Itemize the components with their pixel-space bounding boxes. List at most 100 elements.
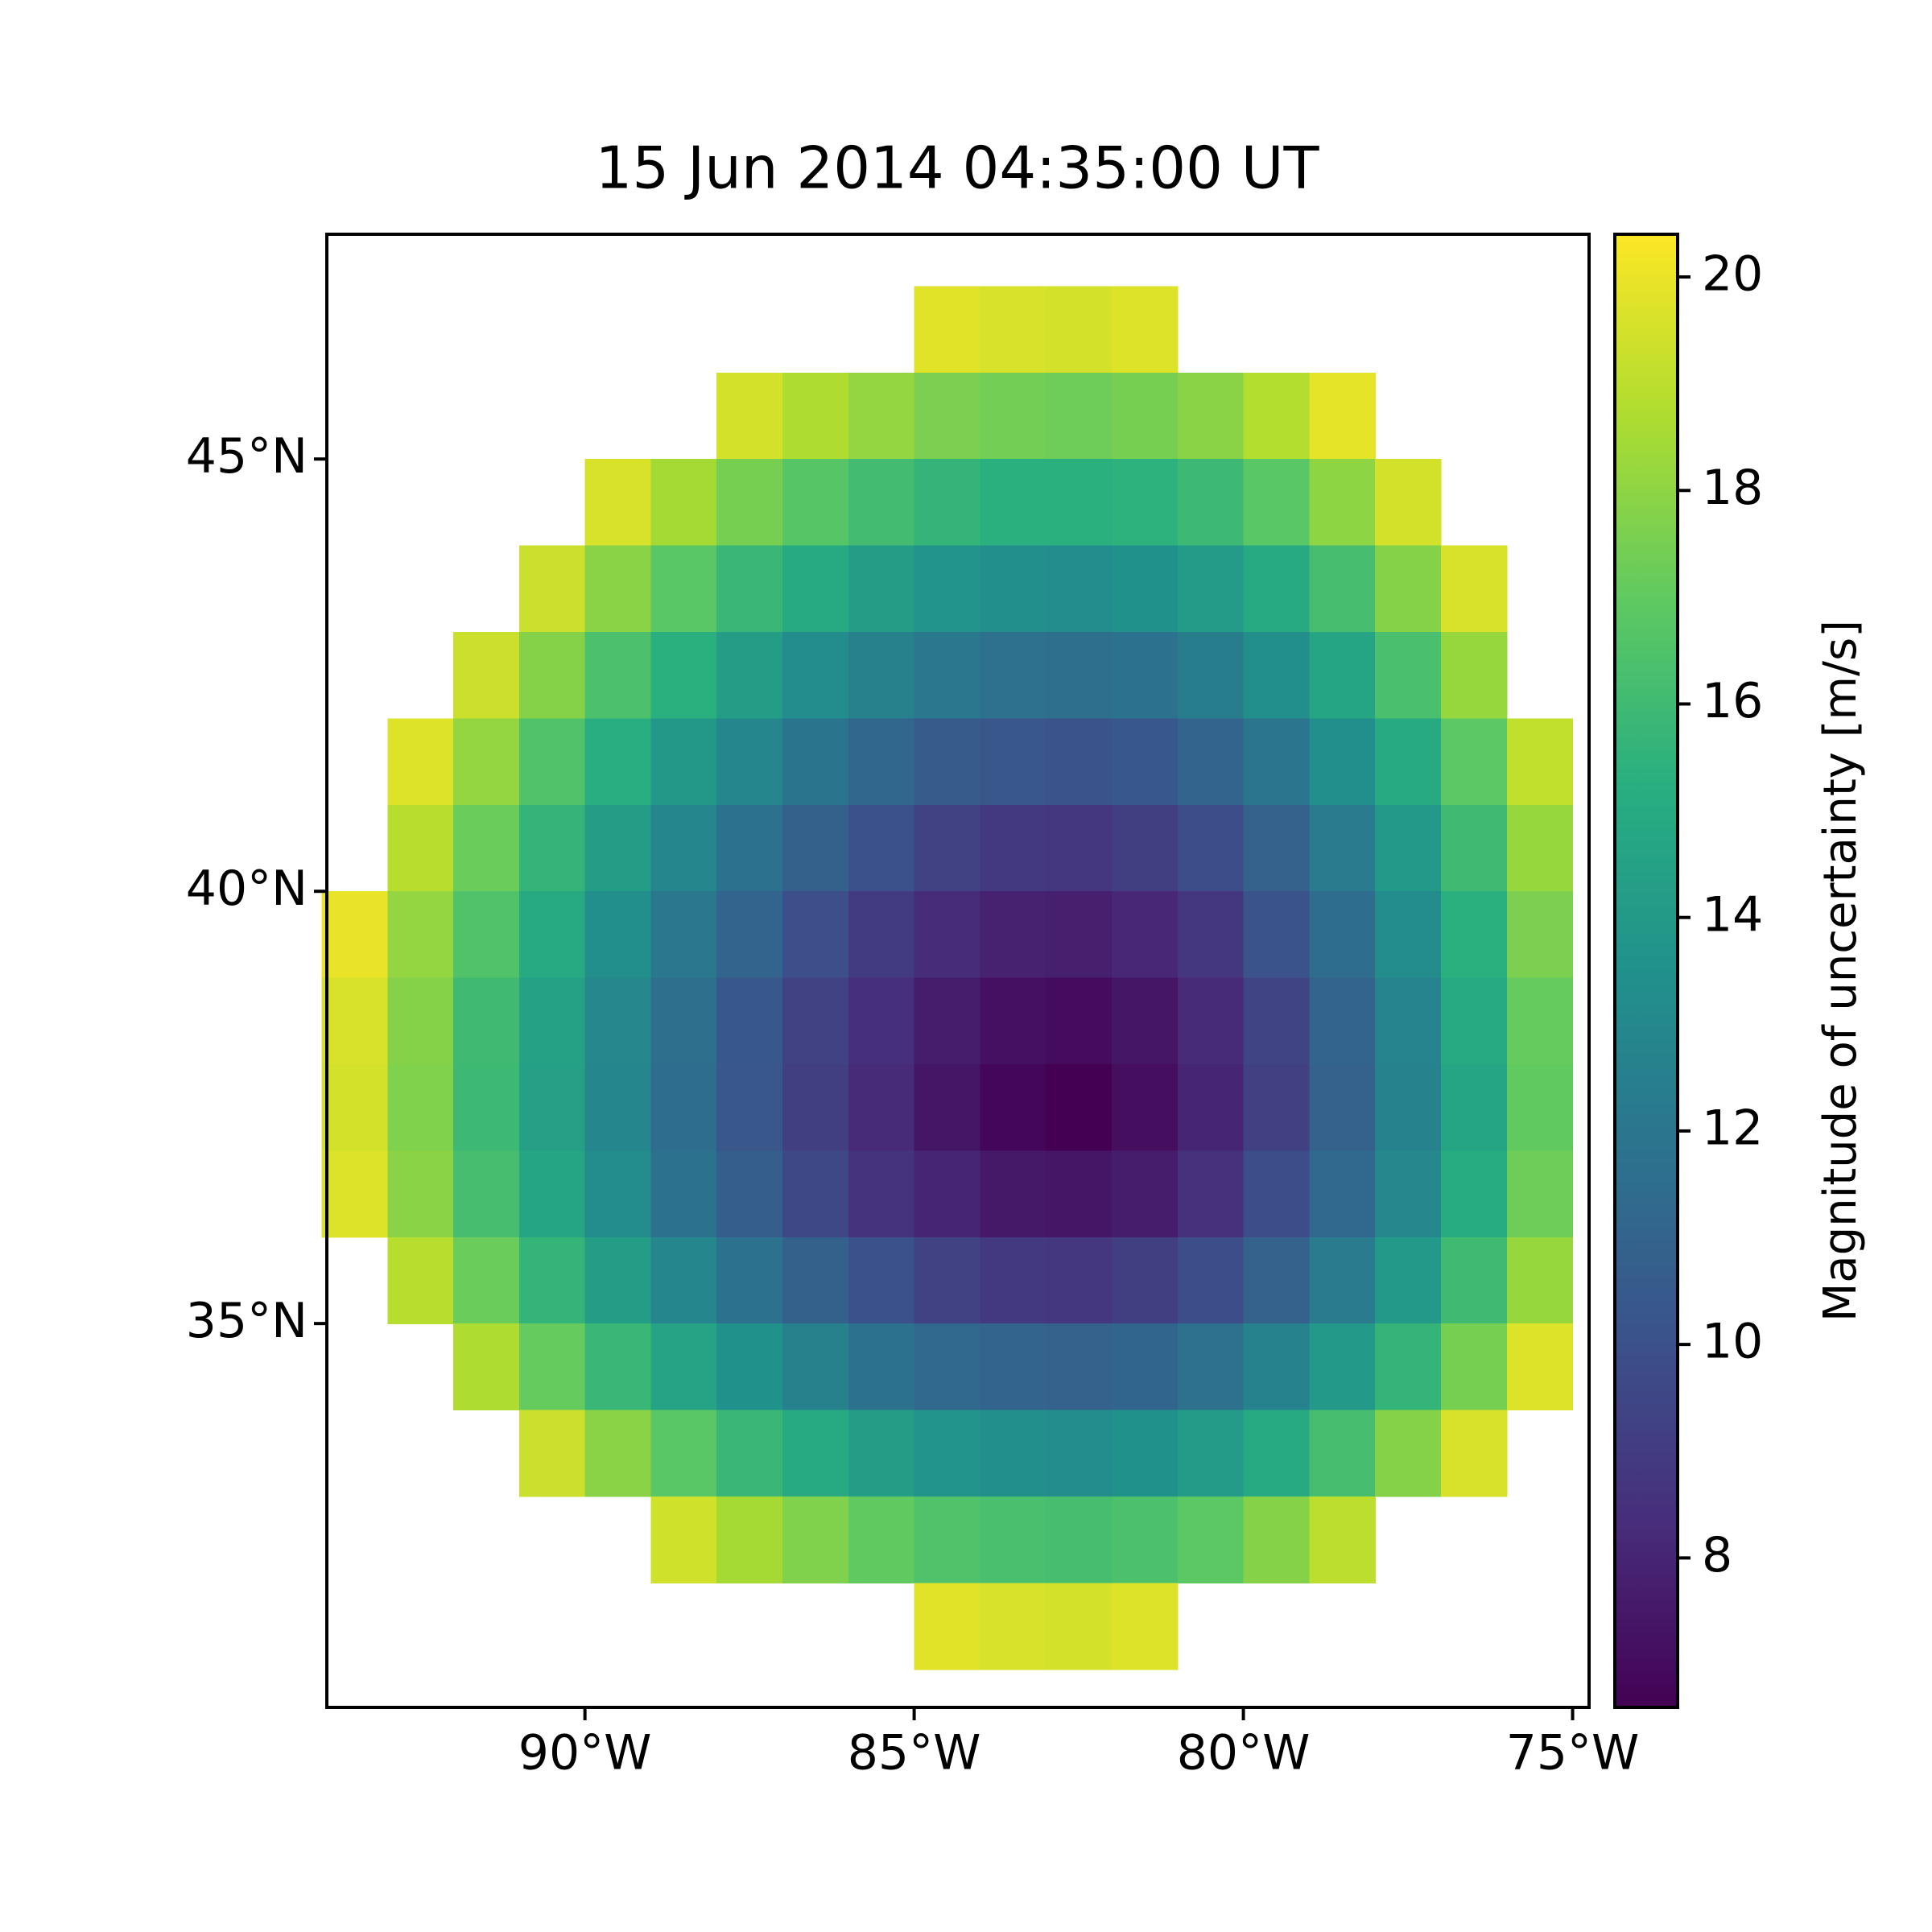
y-tick-label: 40°N [186, 861, 308, 917]
cell [782, 459, 849, 547]
cell [1111, 977, 1179, 1065]
cell [914, 1323, 981, 1411]
cell [1506, 1150, 1574, 1238]
cell [1375, 718, 1442, 806]
cell [518, 1063, 586, 1151]
cell [716, 1410, 783, 1497]
cell [1506, 718, 1574, 806]
cell [1440, 1410, 1508, 1497]
cell [848, 632, 915, 720]
cell [848, 977, 915, 1065]
cell [1506, 804, 1574, 892]
cell [782, 632, 849, 720]
cell [1046, 1410, 1113, 1497]
cell [980, 372, 1046, 460]
cell [1111, 372, 1179, 460]
cell [584, 545, 652, 633]
cell [1309, 1150, 1376, 1238]
cell [1243, 545, 1310, 633]
cell [1440, 1236, 1508, 1324]
cell [914, 459, 981, 547]
cell [980, 1236, 1046, 1324]
x-tick-label: 85°W [848, 1725, 981, 1781]
cell [782, 1150, 849, 1238]
cell [1506, 1236, 1574, 1324]
cell [453, 804, 520, 892]
cell [650, 1496, 717, 1583]
cell [716, 1496, 783, 1583]
cell [387, 977, 454, 1065]
cell [1046, 1150, 1113, 1238]
cell [1046, 1236, 1113, 1324]
cell [1309, 977, 1376, 1065]
cell [1309, 459, 1376, 547]
cell [1177, 1410, 1245, 1497]
cell [1111, 891, 1179, 979]
cell [848, 545, 915, 633]
cell [650, 459, 717, 547]
cell [453, 891, 520, 979]
cell [980, 1410, 1046, 1497]
cell [1177, 1150, 1245, 1238]
cell [1111, 286, 1179, 374]
cell [782, 977, 849, 1065]
colorbar-tick-label: 12 [1702, 1100, 1763, 1157]
cell [980, 977, 1046, 1065]
cell [914, 718, 981, 806]
cell [1177, 372, 1245, 460]
cell [1243, 977, 1310, 1065]
cell [1111, 1150, 1179, 1238]
cell [716, 372, 783, 460]
cell [1375, 891, 1442, 979]
cell [848, 1410, 915, 1497]
cell [1243, 372, 1310, 460]
cell [1111, 1323, 1179, 1411]
cell [848, 891, 915, 979]
cell [1440, 1323, 1508, 1411]
cell [848, 1323, 915, 1411]
cell [848, 1063, 915, 1151]
cell [1375, 632, 1442, 720]
cell [1177, 1496, 1245, 1583]
colorbar [1613, 233, 1679, 1709]
cell [980, 1063, 1046, 1151]
cell [914, 1063, 981, 1151]
cell [1309, 1323, 1376, 1411]
cell [453, 977, 520, 1065]
cell [1309, 1410, 1376, 1497]
cell [1243, 1323, 1310, 1411]
cell [1243, 718, 1310, 806]
cell [848, 1150, 915, 1238]
cell [387, 891, 454, 979]
chart-title: 15 Jun 2014 04:35:00 UT [596, 134, 1320, 202]
y-tick-label: 35°N [186, 1293, 308, 1349]
cell [1111, 1410, 1179, 1497]
cell [980, 1583, 1046, 1670]
cell [1046, 459, 1113, 547]
colorbar-tick-label: 20 [1702, 246, 1763, 303]
cell [914, 1583, 981, 1670]
cell [387, 804, 454, 892]
cell [650, 1323, 717, 1411]
cell [914, 1496, 981, 1583]
cell [1440, 632, 1508, 720]
cell [518, 1323, 586, 1411]
cell [584, 459, 652, 547]
cell [1309, 632, 1376, 720]
cell [1111, 718, 1179, 806]
colorbar-tick-label: 14 [1702, 886, 1763, 943]
cell [914, 1410, 981, 1497]
cell [584, 718, 652, 806]
cell [650, 977, 717, 1065]
heatmap [321, 286, 1574, 1670]
cell [387, 1063, 454, 1151]
cell [980, 459, 1046, 547]
cell [716, 977, 783, 1065]
cell [387, 1150, 454, 1238]
cell [914, 1150, 981, 1238]
cell [321, 1150, 388, 1238]
y-tick-label: 45°N [186, 428, 308, 485]
cell [1440, 977, 1508, 1065]
cell [1111, 804, 1179, 892]
cell [650, 718, 717, 806]
